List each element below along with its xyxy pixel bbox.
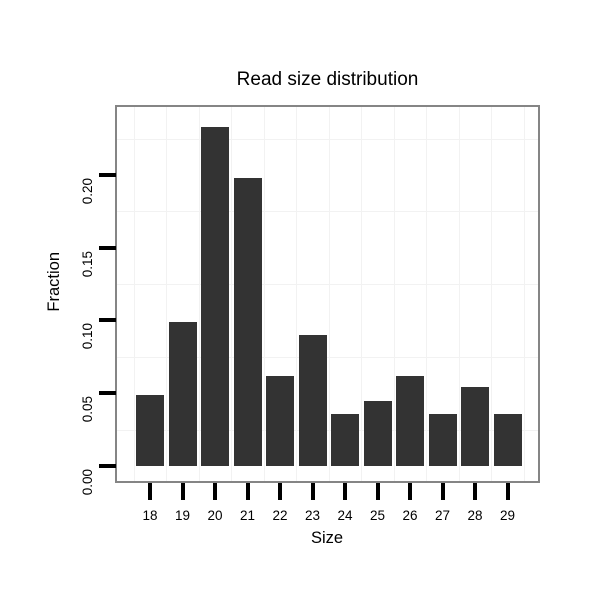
v-gridline bbox=[166, 107, 168, 481]
h-gridline bbox=[117, 356, 538, 358]
x-tick bbox=[408, 483, 412, 500]
x-tick-label: 22 bbox=[272, 508, 288, 523]
x-tick bbox=[148, 483, 152, 500]
v-gridline bbox=[328, 107, 330, 481]
x-tick bbox=[245, 483, 250, 500]
y-tick-label: 0.10 bbox=[80, 323, 95, 350]
x-tick-label: 18 bbox=[142, 508, 158, 523]
v-gridline bbox=[361, 107, 363, 481]
x-tick-label: 26 bbox=[402, 508, 418, 523]
v-gridline bbox=[491, 107, 493, 481]
y-tick-label: 0.05 bbox=[80, 396, 95, 423]
bar-23 bbox=[298, 335, 327, 466]
y-tick bbox=[99, 464, 116, 468]
bar-27 bbox=[428, 413, 457, 466]
x-tick bbox=[375, 483, 380, 500]
x-axis-title: Size bbox=[310, 529, 344, 547]
v-gridline bbox=[458, 107, 460, 481]
y-axis-title: Fraction bbox=[45, 252, 63, 312]
bar-28 bbox=[461, 387, 489, 466]
x-tick-label: 29 bbox=[499, 508, 516, 523]
x-tick-label: 25 bbox=[369, 508, 386, 523]
x-tick-label: 19 bbox=[174, 508, 191, 523]
bar-29 bbox=[493, 413, 522, 466]
y-tick-label: 0.00 bbox=[80, 469, 95, 496]
x-tick bbox=[278, 483, 282, 500]
x-tick bbox=[343, 483, 347, 500]
v-gridline bbox=[263, 107, 265, 481]
plot-panel bbox=[115, 105, 540, 483]
y-tick bbox=[99, 391, 116, 396]
v-gridline bbox=[231, 107, 233, 481]
v-gridline bbox=[523, 107, 525, 481]
y-tick-label: 0.15 bbox=[80, 250, 95, 277]
y-tick bbox=[99, 172, 116, 177]
v-gridline bbox=[133, 107, 135, 481]
x-tick-label: 21 bbox=[239, 508, 256, 523]
x-tick bbox=[310, 483, 315, 500]
bar-22 bbox=[266, 375, 294, 466]
v-gridline bbox=[296, 107, 298, 481]
h-gridline bbox=[117, 211, 538, 213]
y-tick bbox=[99, 318, 116, 323]
h-gridline bbox=[117, 284, 538, 286]
v-gridline bbox=[393, 107, 395, 481]
x-tick bbox=[505, 483, 510, 500]
x-tick bbox=[213, 483, 217, 500]
v-gridline bbox=[426, 107, 428, 481]
x-tick-label: 28 bbox=[467, 508, 483, 523]
x-tick bbox=[440, 483, 445, 500]
x-tick-label: 24 bbox=[337, 508, 353, 523]
bar-24 bbox=[331, 413, 359, 466]
chart-title: Read size distribution bbox=[236, 69, 419, 90]
x-tick bbox=[180, 483, 185, 500]
x-tick bbox=[473, 483, 477, 500]
h-gridline bbox=[117, 138, 538, 140]
x-tick-label: 27 bbox=[434, 508, 451, 523]
bar-25 bbox=[363, 400, 392, 466]
x-tick-label: 23 bbox=[304, 508, 321, 523]
y-tick bbox=[99, 245, 116, 250]
bar-26 bbox=[396, 375, 424, 466]
bar-21 bbox=[233, 177, 262, 466]
bar-19 bbox=[168, 321, 197, 466]
bar-20 bbox=[201, 126, 229, 466]
x-tick-label: 20 bbox=[207, 508, 223, 523]
v-gridline bbox=[198, 107, 200, 481]
h-gridline bbox=[117, 429, 538, 431]
y-tick-label: 0.20 bbox=[80, 177, 95, 205]
bar-18 bbox=[136, 394, 164, 466]
